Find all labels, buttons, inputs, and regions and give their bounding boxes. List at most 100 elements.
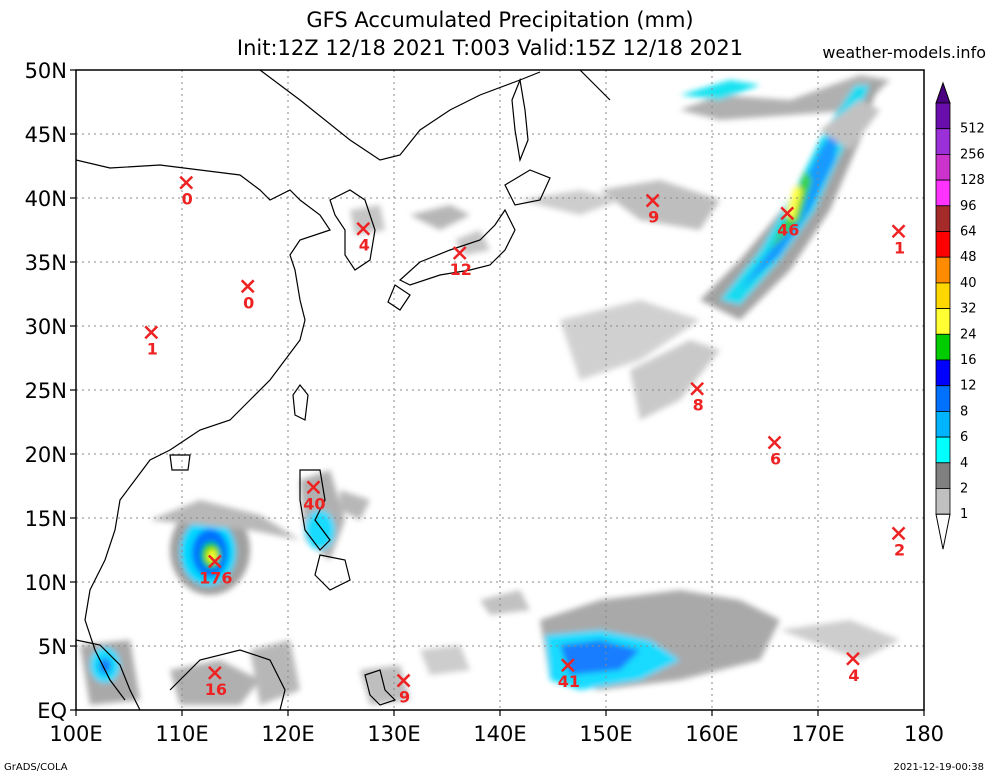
colorbar-label: 48 [960,250,977,265]
lat-axis: EQ 5N 10N 15N 20N 25N 30N 35N 40N 45N 50N [25,59,76,723]
station-x-icon [396,673,411,688]
station-value: 0 [182,190,193,209]
colorbar-label: 6 [960,430,968,445]
station-x-icon [767,435,782,450]
colorbar-top-arrow [935,81,951,104]
station-value: 9 [648,208,659,227]
colorbar-label: 512 [960,122,985,137]
station-x-icon [846,651,860,666]
station-marker: 176 [199,554,233,588]
station-x-icon [179,175,194,190]
station-value: 4 [359,236,370,255]
station-value: 0 [243,293,254,312]
station-x-icon [891,224,906,239]
station-x-icon [452,246,467,260]
station-marker: 9 [645,193,660,227]
colorbar-swatch [935,282,951,309]
colorbar-swatch [935,153,951,181]
site-label: weather-models.info [822,43,986,62]
colorbar-bottom-arrow [935,513,951,550]
station-marker: 40 [303,480,326,513]
station-value: 1 [147,339,158,358]
colorbar-swatch [935,359,951,387]
lat-tick-label: 5N [38,635,67,659]
station-marker: 1 [891,224,906,257]
colorbar-swatch [935,256,951,284]
station-marker: 16 [205,665,227,699]
colorbar-label: 4 [960,456,968,471]
colorbar-label: 1 [960,507,968,522]
station-marker: 0 [240,279,255,312]
lon-axis: 100E 110E 120E 130E 140E 150E 160E 170E 180 [49,710,944,746]
colorbar-swatch [935,205,951,232]
lat-tick-label: 45N [25,123,67,147]
station-value: 1 [894,238,905,257]
station-x-icon [306,480,321,495]
colorbar-label: 12 [960,379,977,394]
station-x-icon [690,381,705,396]
station-value: 9 [399,688,410,707]
station-value: 16 [205,680,227,699]
station-marker: 6 [767,435,782,468]
station-marker: 0 [179,175,194,209]
colorbar-label: 64 [960,225,977,240]
lat-tick-label: 20N [25,443,67,467]
lat-tick-label: EQ [37,699,67,723]
lon-tick-label: 100E [49,722,102,746]
colorbar-label: 40 [960,276,977,291]
colorbar-label: 16 [960,353,977,368]
station-value: 176 [199,569,232,588]
station-x-icon [240,279,255,294]
lat-tick-label: 35N [25,251,67,275]
station-value: 8 [693,396,704,415]
station-marker: 1 [144,325,159,358]
lat-tick-label: 40N [25,187,67,211]
lat-tick-label: 15N [25,507,67,531]
station-marker: 2 [891,526,906,559]
lat-tick-label: 30N [25,315,67,339]
station-x-icon [645,193,660,208]
lat-tick-label: 25N [25,379,67,403]
colorbar-swatch [935,102,951,130]
lat-tick-label: 10N [25,571,67,595]
station-x-icon [207,665,222,680]
colorbar-swatch [935,488,951,515]
station-value: 12 [450,260,472,279]
station-value: 41 [558,672,580,691]
lon-tick-label: 180 [904,722,944,746]
colorbar-label: 256 [960,147,985,162]
station-value: 2 [894,540,905,559]
station-value: 4 [848,666,859,685]
graticule [76,70,924,710]
colorbar-label: 8 [960,404,968,419]
colorbar-swatch [935,462,951,489]
lon-tick-label: 160E [685,722,738,746]
station-x-icon [891,526,906,541]
colorbar-swatch [935,179,951,207]
colorbar-swatch [935,128,951,155]
footer-timestamp: 2021-12-19-00:38 [893,762,984,773]
lon-tick-label: 170E [791,722,844,746]
station-value: 46 [777,220,799,239]
lon-tick-label: 150E [579,722,632,746]
station-x-icon [780,206,795,221]
station-value: 6 [770,449,781,468]
station-marker: 4 [356,221,371,255]
footer-credit: GrADS/COLA [4,762,68,773]
colorbar-swatch [935,385,951,412]
map-title: GFS Accumulated Precipitation (mm) [306,8,694,32]
lon-tick-label: 140E [473,722,526,746]
colorbar-swatch [935,231,951,258]
colorbar-swatch [935,410,951,438]
station-x-icon [144,325,159,340]
lon-tick-label: 130E [367,722,420,746]
coastlines [76,70,611,710]
station-x-icon [356,221,371,236]
station-marker: 9 [396,673,411,707]
colorbar-label: 128 [960,173,985,188]
station-x-icon [207,554,222,569]
station-marker: 12 [450,246,472,279]
lon-tick-label: 120E [261,722,314,746]
